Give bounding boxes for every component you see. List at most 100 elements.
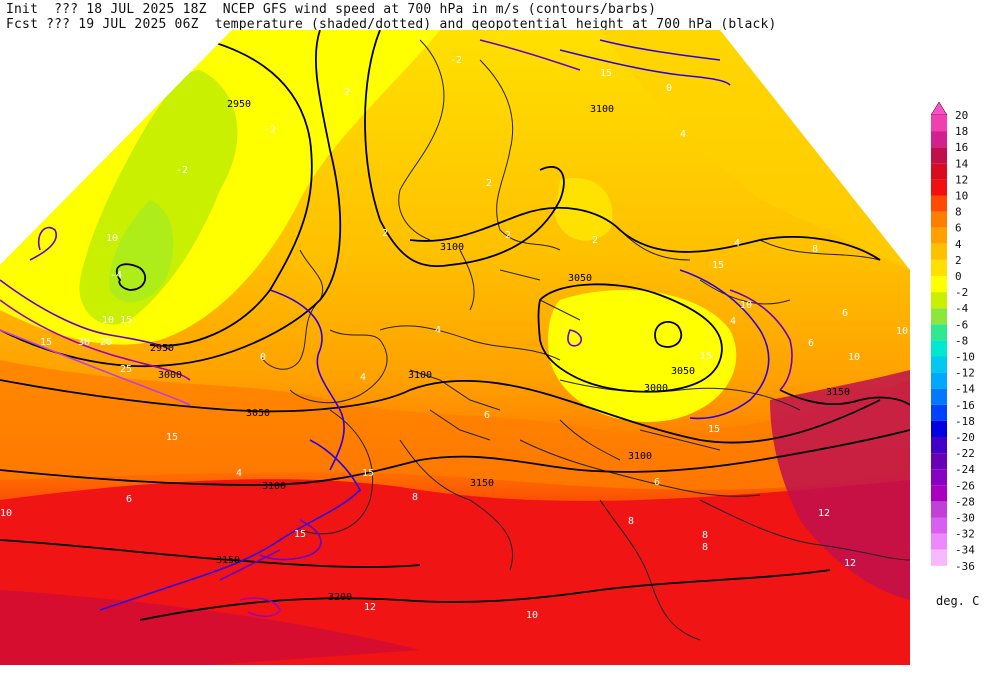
- temp-label: 6: [808, 338, 814, 349]
- temperature-colorbar: 20181614121086420-2-4-6-8-10-12-14-16-18…: [930, 101, 975, 573]
- colorbar-tick-label: -2: [955, 286, 968, 299]
- temperature-shading: [0, 30, 910, 665]
- colorbar-swatch: [931, 356, 947, 373]
- temp-label: 2: [486, 178, 492, 189]
- colorbar-swatch: [931, 388, 947, 405]
- colorbar-tick-label: 20: [955, 109, 968, 122]
- colorbar-tick-label: -20: [955, 431, 975, 444]
- wind-label: 25: [120, 364, 132, 375]
- temp-label: 12: [818, 508, 830, 519]
- colorbar-tick-label: -10: [955, 351, 975, 364]
- colorbar-swatch: [931, 469, 947, 486]
- colorbar-tick-label: 14: [955, 157, 969, 170]
- colorbar-tick-label: -18: [955, 415, 975, 428]
- wind-label: 15: [712, 260, 724, 271]
- colorbar-tick-label: 16: [955, 141, 968, 154]
- wind-labels: 10 10 15 15 20 25 30 15 15 15 15 15 10 1…: [40, 68, 752, 540]
- hgt-label: 3050: [671, 366, 695, 377]
- colorbar-swatch: [931, 485, 947, 502]
- temp-label: 8: [812, 244, 818, 255]
- temp-label: 6: [484, 410, 490, 421]
- colorbar-swatch: [931, 211, 947, 228]
- colorbar-tick-label: -34: [955, 544, 975, 557]
- wind-label: 10: [740, 300, 752, 311]
- temp-label: 4: [435, 325, 441, 336]
- colorbar-tick-label: 2: [955, 254, 962, 267]
- wind-label: 15: [40, 337, 52, 348]
- temp-label: 6: [126, 494, 132, 505]
- hgt-label: 3150: [470, 478, 494, 489]
- hgt-label: 3150: [826, 387, 850, 398]
- temp-label: 2: [592, 235, 598, 246]
- colorbar-tick-label: -30: [955, 512, 975, 525]
- temp-label: 4: [680, 129, 686, 140]
- hgt-label: 3000: [644, 383, 668, 394]
- colorbar-tick-label: -16: [955, 399, 975, 412]
- wind-label: 15: [362, 468, 374, 479]
- temp-label: 0: [260, 352, 266, 363]
- temp-label: 6: [654, 477, 660, 488]
- temp-label: 8: [702, 530, 708, 541]
- colorbar-swatch: [931, 195, 947, 212]
- colorbar-tick-label: 6: [955, 222, 962, 235]
- colorbar-swatch: [931, 437, 947, 454]
- hgt-label: 3100: [440, 242, 464, 253]
- header-forecast-line: Fcst ??? 19 JUL 2025 06Z temperature (sh…: [6, 17, 777, 32]
- geopotential-labels: 2950 2950 3000 3050 3100 3100 3050 3100 …: [150, 99, 850, 603]
- colorbar-tick-label: 10: [955, 190, 968, 203]
- colorbar-swatch: [931, 533, 947, 550]
- colorbar-swatch: [931, 308, 947, 325]
- colorbar-swatch: [931, 163, 947, 180]
- wind-contours: [0, 39, 793, 618]
- wind-label: 15: [294, 529, 306, 540]
- colorbar-tick-label: -36: [955, 560, 975, 573]
- hgt-label: 2950: [227, 99, 251, 110]
- temp-label: 4: [360, 372, 366, 383]
- colorbar-tick-label: -32: [955, 528, 975, 541]
- wind-label: 15: [700, 351, 712, 362]
- colorbar-swatch: [931, 340, 947, 357]
- temp-label: 12: [844, 558, 856, 569]
- colorbar-tick-label: -6: [955, 318, 968, 331]
- colorbar-swatch: [931, 259, 947, 276]
- hgt-label: 2950: [150, 343, 174, 354]
- wind-label: 15: [120, 315, 132, 326]
- colorbar-swatch: [931, 131, 947, 148]
- colorbar-tick-label: -4: [955, 302, 969, 315]
- wind-label: 20: [100, 337, 112, 348]
- header-init-line: Init ??? 18 JUL 2025 18Z NCEP GFS wind s…: [6, 2, 657, 17]
- temp-label: 4: [236, 468, 242, 479]
- colorbar-tick-label: -22: [955, 447, 975, 460]
- temp-label: 4: [730, 316, 736, 327]
- colorbar-tick-label: 8: [955, 206, 962, 219]
- colorbar-swatch: [931, 147, 947, 164]
- wind-label: 15: [166, 432, 178, 443]
- temp-label: 10: [0, 508, 12, 519]
- hgt-label: 3100: [628, 451, 652, 462]
- hgt-label: 3100: [408, 370, 432, 381]
- colorbar-swatch: [931, 372, 947, 389]
- wind-label: 15: [708, 424, 720, 435]
- temp-label: 8: [702, 542, 708, 553]
- colorbar-swatch: [931, 292, 947, 309]
- wind-label: 30: [78, 337, 90, 348]
- temp-label: 0: [666, 83, 672, 94]
- colorbar-swatch: [931, 404, 947, 421]
- temp-label: 8: [412, 492, 418, 503]
- colorbar-top-arrow: [930, 101, 948, 116]
- wind-label: 10: [106, 233, 118, 244]
- colorbar-swatch: [931, 517, 947, 534]
- colorbar-tick-label: -12: [955, 367, 975, 380]
- colorbar-tick-label: -28: [955, 495, 975, 508]
- hgt-label: 3100: [262, 481, 286, 492]
- colorbar-tick-label: 4: [955, 238, 962, 251]
- colorbar-swatch: [931, 115, 947, 132]
- temp-label: 4: [734, 238, 740, 249]
- colorbar-tick-label: -24: [955, 463, 975, 476]
- colorbar-swatch: [931, 453, 947, 470]
- coastlines-borders: [261, 39, 910, 641]
- colorbar-swatch: [931, 501, 947, 518]
- colorbar-swatch: [931, 179, 947, 196]
- temp-label: -2: [264, 125, 276, 136]
